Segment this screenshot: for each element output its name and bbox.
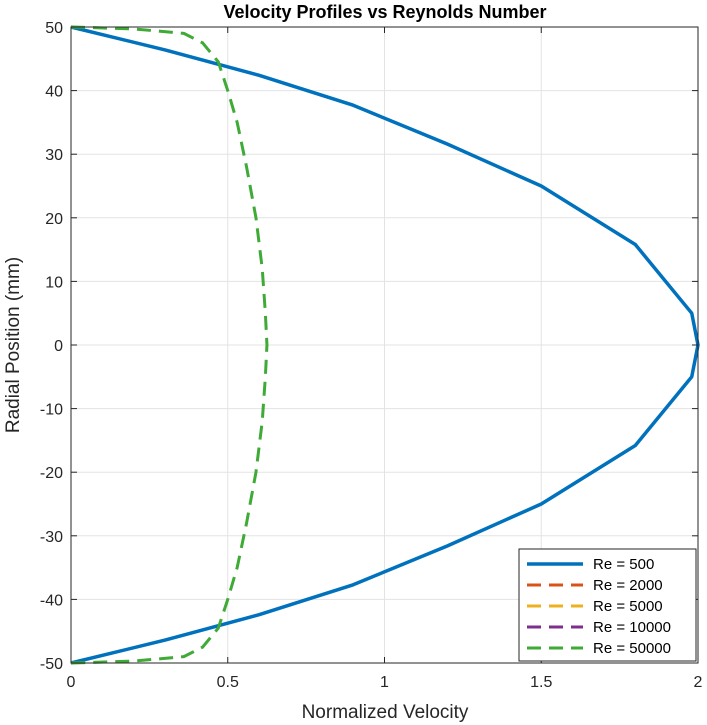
y-axis-label: Radial Position (mm): [3, 257, 24, 433]
x-tick-label: 2: [694, 674, 703, 691]
tick-labels: 0 0.5 1 1.5 2 -50 -40 -30 -20 -10 0 10 20 30 40 50: [40, 20, 703, 691]
x-tick-label: 1: [380, 674, 389, 691]
x-tick-label: 1.5: [530, 674, 552, 691]
legend-box: [518, 548, 697, 662]
x-axis-label: Normalized Velocity: [302, 702, 469, 723]
legend-entry: Re = 5000: [593, 598, 663, 615]
x-tick-label: 0: [67, 674, 76, 691]
y-tick-label: 30: [45, 147, 63, 164]
y-tick-label: 20: [45, 211, 63, 228]
legend-entry: Re = 50000: [593, 640, 671, 657]
legend: Re = 500 Re = 2000 Re = 5000 Re = 10000 Re =…: [518, 548, 697, 662]
legend-entry: Re = 2000: [593, 577, 663, 594]
series-line-re-50000: [70, 25, 269, 665]
y-tick-label: 40: [45, 84, 63, 101]
y-tick-label: 50: [45, 20, 63, 37]
y-tick-label: -30: [40, 529, 63, 546]
y-tick-label: 0: [54, 338, 63, 355]
x-tick-label: 0.5: [217, 674, 239, 691]
chart-title: Velocity Profiles vs Reynolds Number: [223, 2, 546, 22]
y-tick-label: -20: [40, 465, 63, 482]
y-tick-label: -10: [40, 402, 63, 419]
legend-entry: Re = 10000: [593, 619, 671, 636]
y-tick-label: 10: [45, 274, 63, 291]
y-tick-label: -50: [40, 656, 63, 673]
grid: [70, 26, 699, 664]
legend-entry: Re = 500: [593, 556, 654, 573]
y-tick-label: -40: [40, 592, 63, 609]
ticks: [70, 26, 699, 664]
